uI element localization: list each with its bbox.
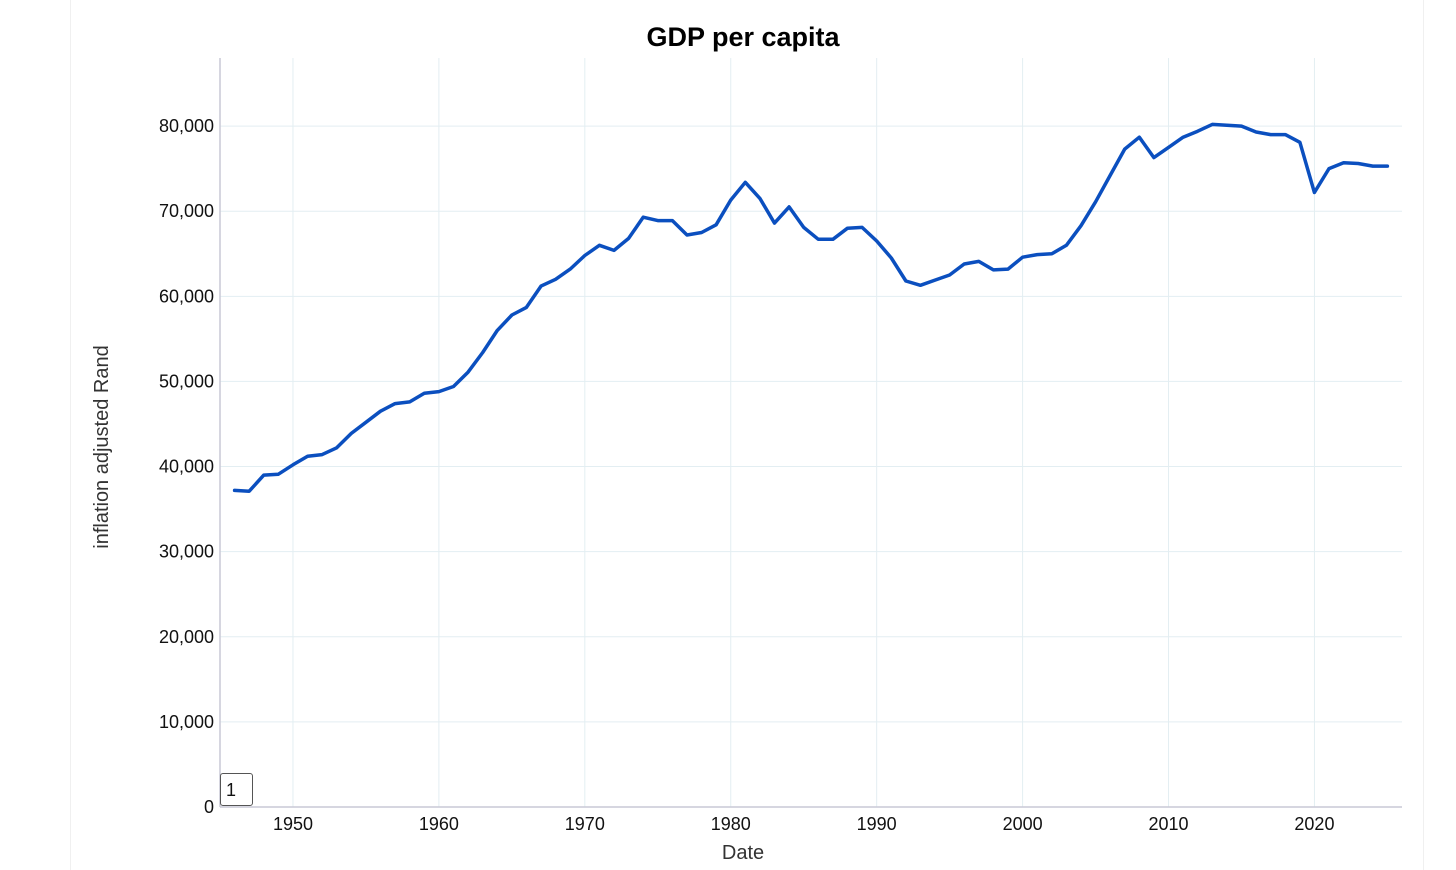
chart-frame — [70, 0, 1424, 870]
x-axis-label: Date — [722, 842, 764, 864]
y-tick-label: 30,000 — [159, 542, 214, 562]
series-group — [232, 122, 1390, 493]
x-tick-label: 1980 — [711, 814, 751, 834]
y-tick-label: 20,000 — [159, 627, 214, 647]
x-tick-label: 1960 — [419, 814, 459, 834]
chart-title: GDP per capita — [646, 22, 840, 52]
x-tick-label: 1990 — [857, 814, 897, 834]
page-number-input[interactable]: 1 — [220, 773, 253, 806]
y-axis-label: inflation adjusted Rand — [91, 345, 113, 548]
grid-lines — [220, 58, 1402, 807]
y-tick-label: 70,000 — [159, 201, 214, 221]
x-tick-label: 1970 — [565, 814, 605, 834]
axes — [219, 58, 1402, 808]
x-tick-label: 2000 — [1003, 814, 1043, 834]
y-tick-label: 0 — [204, 797, 214, 817]
y-tick-label: 50,000 — [159, 371, 214, 391]
y-tick-label: 40,000 — [159, 457, 214, 477]
series-line — [232, 122, 1390, 493]
y-tick-label: 60,000 — [159, 286, 214, 306]
y-tick-labels: 0 10,000 20,000 30,000 40,000 50,000 60,000 70,… — [159, 116, 214, 817]
x-tick-label: 1950 — [273, 814, 313, 834]
y-tick-label: 10,000 — [159, 712, 214, 732]
y-tick-label: 80,000 — [159, 116, 214, 136]
x-tick-label: 2010 — [1148, 814, 1188, 834]
x-tick-labels: 1950 1960 1970 1980 1990 2000 2010 2020 — [273, 814, 1335, 834]
x-tick-label: 2020 — [1294, 814, 1334, 834]
